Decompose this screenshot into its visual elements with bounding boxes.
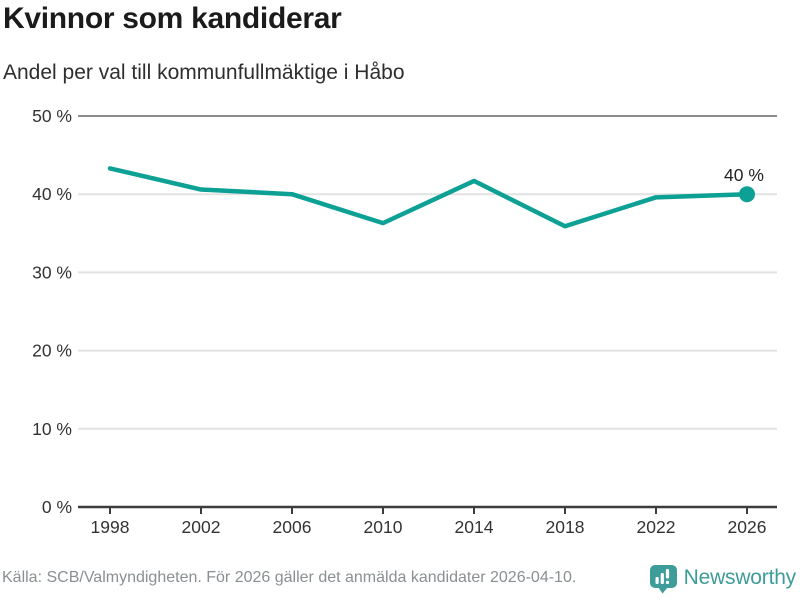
x-tick-label: 2022 <box>637 517 676 537</box>
x-tick-label: 2002 <box>182 517 221 537</box>
newsworthy-logo: Newsworthy <box>649 563 796 594</box>
chart-subtitle: Andel per val till kommunfullmäktige i H… <box>3 61 405 84</box>
newsworthy-logo-text: Newsworthy <box>683 566 797 589</box>
x-tick-label: 2010 <box>364 517 403 537</box>
end-point-label: 40 % <box>724 165 764 185</box>
x-tick-label: 1998 <box>91 517 130 537</box>
data-line <box>107 166 750 229</box>
y-tick-label: 10 % <box>32 419 72 439</box>
y-tick-label: 20 % <box>32 341 72 361</box>
y-tick-label: 50 % <box>32 106 72 126</box>
newsworthy-logo-icon <box>649 564 677 593</box>
end-point <box>739 186 755 203</box>
y-tick-label: 40 % <box>32 184 72 204</box>
y-tick-label: 0 % <box>42 497 72 517</box>
x-tick-label: 2026 <box>728 517 767 537</box>
y-tick-label: 30 % <box>32 262 72 282</box>
x-tick-label: 2014 <box>455 517 494 537</box>
chart-title: Kvinnor som kandiderar <box>3 2 342 35</box>
line-chart: 0 % 10 % 20 % 30 % 40 % 50 % 1998 2002 2006 2010 2… <box>32 106 777 537</box>
source-note: Källa: SCB/Valmyndigheten. För 2026 gäll… <box>2 569 577 586</box>
footer: Källa: SCB/Valmyndigheten. För 2026 gäll… <box>2 560 796 596</box>
x-tick-label: 2018 <box>546 517 585 537</box>
x-tick-label: 2006 <box>273 517 312 537</box>
